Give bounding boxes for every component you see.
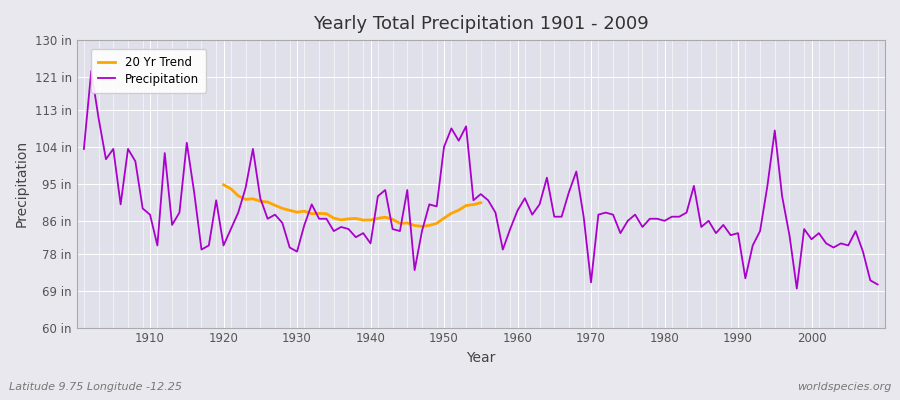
20 Yr Trend	[262, 200, 273, 204]
20 Yr Trend	[461, 203, 472, 208]
20 Yr Trend	[255, 199, 266, 204]
Precipitation	[86, 68, 96, 73]
20 Yr Trend	[336, 218, 346, 222]
Line: Precipitation: Precipitation	[84, 71, 878, 288]
20 Yr Trend	[402, 220, 413, 225]
Precipitation	[872, 282, 883, 287]
Y-axis label: Precipitation: Precipitation	[15, 140, 29, 228]
20 Yr Trend	[240, 197, 251, 202]
20 Yr Trend	[446, 211, 457, 216]
20 Yr Trend	[431, 221, 442, 226]
20 Yr Trend	[314, 211, 325, 216]
20 Yr Trend	[417, 224, 428, 229]
20 Yr Trend	[468, 202, 479, 207]
Title: Yearly Total Precipitation 1901 - 2009: Yearly Total Precipitation 1901 - 2009	[313, 15, 649, 33]
Line: 20 Yr Trend: 20 Yr Trend	[223, 185, 481, 226]
Precipitation	[791, 286, 802, 291]
Legend: 20 Yr Trend, Precipitation: 20 Yr Trend, Precipitation	[91, 49, 206, 92]
20 Yr Trend	[328, 216, 339, 220]
20 Yr Trend	[306, 211, 317, 216]
Precipitation	[145, 212, 156, 217]
20 Yr Trend	[292, 210, 302, 214]
20 Yr Trend	[394, 221, 405, 226]
20 Yr Trend	[270, 203, 281, 208]
20 Yr Trend	[284, 208, 295, 213]
20 Yr Trend	[218, 182, 229, 187]
Precipitation	[519, 196, 530, 201]
20 Yr Trend	[277, 206, 288, 211]
20 Yr Trend	[475, 200, 486, 205]
20 Yr Trend	[424, 223, 435, 228]
Text: Latitude 9.75 Longitude -12.25: Latitude 9.75 Longitude -12.25	[9, 382, 182, 392]
Precipitation	[78, 146, 89, 151]
20 Yr Trend	[321, 211, 332, 216]
X-axis label: Year: Year	[466, 351, 496, 365]
20 Yr Trend	[226, 186, 237, 191]
20 Yr Trend	[373, 216, 383, 221]
Text: worldspecies.org: worldspecies.org	[796, 382, 891, 392]
20 Yr Trend	[248, 196, 258, 201]
20 Yr Trend	[350, 216, 361, 221]
20 Yr Trend	[358, 218, 369, 222]
20 Yr Trend	[387, 217, 398, 222]
20 Yr Trend	[343, 216, 354, 221]
Precipitation	[512, 208, 523, 213]
Precipitation	[306, 202, 317, 207]
20 Yr Trend	[380, 215, 391, 220]
20 Yr Trend	[438, 216, 449, 220]
20 Yr Trend	[233, 194, 244, 198]
Precipitation	[608, 212, 618, 217]
20 Yr Trend	[365, 218, 376, 222]
20 Yr Trend	[299, 209, 310, 214]
Precipitation	[350, 235, 361, 240]
20 Yr Trend	[410, 223, 420, 228]
20 Yr Trend	[454, 208, 464, 212]
